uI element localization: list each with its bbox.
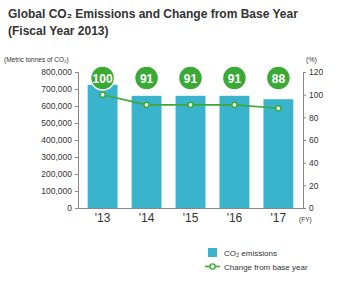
y2-axis: 0 20 40 60 80 100 120	[303, 67, 323, 213]
tick-mark	[303, 72, 306, 73]
legend-swatch	[208, 248, 217, 257]
label-badge	[222, 66, 246, 90]
y2-axis-label: (%)	[306, 56, 317, 64]
bar	[132, 96, 162, 208]
tick-mark	[75, 123, 78, 124]
tick-mark	[75, 89, 78, 90]
tick-label: 100,000	[41, 186, 72, 196]
tick-label: '13	[95, 211, 111, 225]
line-marker	[276, 106, 281, 111]
tick: 120	[303, 67, 323, 77]
tick-mark	[75, 191, 78, 192]
tick-mark	[75, 157, 78, 158]
label-badge	[179, 66, 203, 90]
data-label: 91	[140, 72, 154, 86]
tick: 40	[303, 158, 319, 168]
tick-label: '16	[227, 211, 243, 225]
y-axis-label: (Metric tonnes of CO₂)	[4, 56, 69, 64]
tick: 400,000	[41, 135, 78, 145]
tick-label: 80	[309, 113, 319, 123]
data-labels: 100 91 91 91 88	[91, 66, 291, 90]
tick: 600,000	[41, 101, 78, 111]
tick: '14	[139, 208, 155, 225]
line-marker	[144, 102, 149, 107]
tick: 60	[303, 135, 319, 145]
tick-mark	[303, 95, 306, 96]
tick-label: 800,000	[41, 67, 72, 77]
tick: 200,000	[41, 169, 78, 179]
tick-mark	[303, 185, 306, 186]
legend-label: CO₂ emissions	[224, 249, 277, 258]
bar	[176, 96, 206, 208]
tick-label: 120	[309, 67, 323, 77]
tick-label: 700,000	[41, 84, 72, 94]
bar	[220, 96, 250, 208]
data-label: 100	[93, 72, 113, 86]
tick-mark	[75, 106, 78, 107]
tick: 500,000	[41, 118, 78, 128]
tick-label: 0	[67, 203, 72, 213]
chart: Global CO₂ Emissions and Change from Bas…	[0, 0, 337, 288]
line-marker	[100, 92, 105, 97]
data-label: 91	[228, 72, 242, 86]
tick: 700,000	[41, 84, 78, 94]
title: Global CO₂ Emissions and Change from Bas…	[8, 7, 298, 38]
tick-label: '14	[139, 211, 155, 225]
tick-mark	[75, 174, 78, 175]
tick: '15	[183, 208, 199, 225]
tick-label: 100	[309, 90, 323, 100]
tick: '17	[271, 208, 287, 225]
tick: 800,000	[41, 67, 78, 77]
tick-mark	[75, 72, 78, 73]
tick: 100,000	[41, 186, 78, 196]
tick-label: 500,000	[41, 118, 72, 128]
tick-mark	[303, 163, 306, 164]
axis-line	[304, 73, 307, 209]
tick-label: '15	[183, 211, 199, 225]
tick-label: '17	[271, 211, 287, 225]
line-marker	[232, 102, 237, 107]
tick: '16	[227, 208, 243, 225]
data-label: 88	[272, 72, 286, 86]
legend-label: Change from base year	[224, 263, 308, 272]
line-marker	[188, 102, 193, 107]
x-axis: '13 '14 '15 '16 '17	[79, 208, 304, 225]
tick-mark	[75, 140, 78, 141]
tick: '13	[95, 208, 111, 225]
bar	[88, 85, 118, 208]
tick-mark	[303, 140, 306, 141]
tick-label: 400,000	[41, 135, 72, 145]
tick: 20	[303, 181, 319, 191]
tick-label: 40	[309, 158, 319, 168]
tick-label: 60	[309, 135, 319, 145]
tick: 80	[303, 113, 319, 123]
legend: CO₂ emissions Change from base year	[205, 248, 308, 272]
plot-area	[88, 85, 294, 208]
tick-label: 200,000	[41, 169, 72, 179]
tick-label: 20	[309, 181, 319, 191]
tick-mark	[75, 208, 78, 209]
label-badge	[266, 66, 290, 90]
tick: 0	[67, 203, 78, 213]
y-axis: 0 100,000 200,000 300,000 400,000 500,000 600,…	[41, 67, 78, 213]
label-badge	[135, 66, 159, 90]
axis-line	[79, 208, 304, 209]
bar	[263, 99, 293, 208]
tick: 300,000	[41, 152, 78, 162]
label-badge	[91, 66, 115, 90]
tick-label: 0	[309, 203, 314, 213]
tick-label: 600,000	[41, 101, 72, 111]
tick: 0	[303, 203, 314, 213]
legend-marker	[210, 264, 215, 269]
tick-mark	[303, 117, 306, 118]
x-axis-label: (FY)	[299, 216, 312, 224]
tick-label: 300,000	[41, 152, 72, 162]
tick: 100	[303, 90, 323, 100]
data-label: 91	[184, 72, 198, 86]
line	[103, 95, 279, 109]
axis-line	[75, 73, 79, 209]
